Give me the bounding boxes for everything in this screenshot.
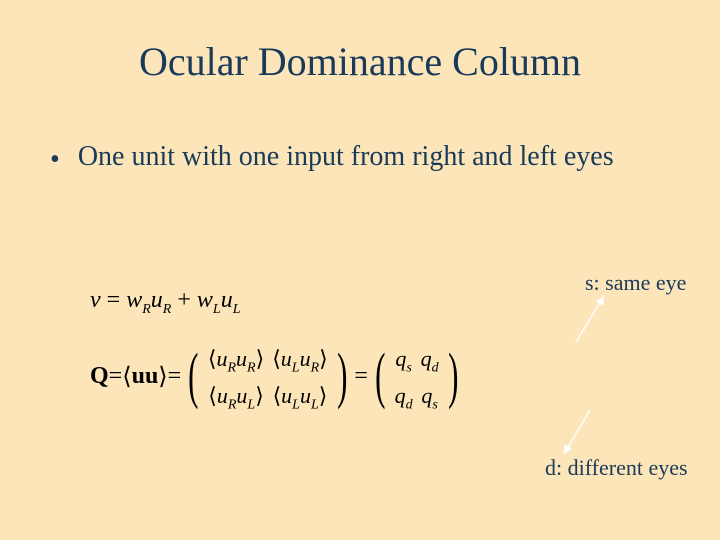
equation-v: v = wRuR + wLuL — [90, 287, 241, 318]
matrix-uu: ( ⟨uRuR⟩ ⟨uRuL⟩ ⟨uLuR⟩ ⟨uLuL⟩ ) — [183, 345, 352, 407]
annotation-same-eye: s: same eye — [585, 270, 686, 296]
bullet-item: • One unit with one input from right and… — [0, 85, 720, 177]
page-title: Ocular Dominance Column — [0, 0, 720, 85]
matrix-q: ( qs qd qd qs ) — [370, 345, 463, 407]
annotation-different-eyes: d: different eyes — [545, 455, 688, 481]
bullet-dot: • — [50, 140, 78, 177]
bullet-text: One unit with one input from right and l… — [78, 140, 614, 174]
equation-Q: Q = ⟨uu⟩ = ( ⟨uRuR⟩ ⟨uRuL⟩ ⟨uLuR⟩ ⟨uLuL⟩… — [90, 345, 465, 407]
